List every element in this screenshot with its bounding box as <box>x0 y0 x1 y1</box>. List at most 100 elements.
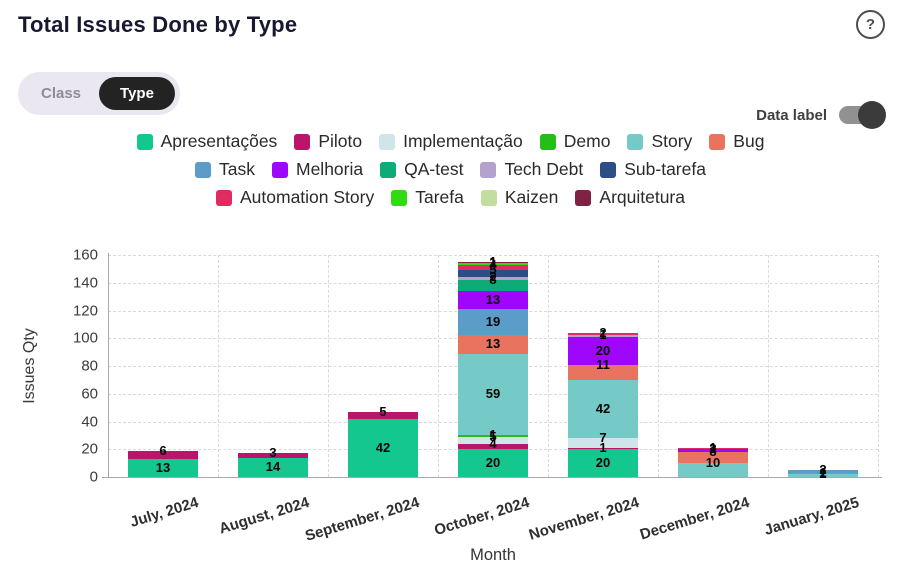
legend-item[interactable]: Story <box>627 131 692 152</box>
bar-segment[interactable] <box>568 336 638 365</box>
y-tick-label: 80 <box>81 357 98 375</box>
bar-segment[interactable] <box>238 453 308 458</box>
x-tick-label: July, 2024 <box>128 494 201 531</box>
y-tick-label: 160 <box>72 246 98 264</box>
legend-item[interactable]: Apresentações <box>136 131 278 152</box>
legend-label: Tarefa <box>415 187 464 207</box>
bar-segment[interactable] <box>348 418 418 477</box>
bar-segment[interactable] <box>568 335 638 337</box>
toggle-option-type[interactable]: Type <box>99 77 175 110</box>
data-label: 59 <box>485 386 501 402</box>
legend-label: Tech Debt <box>504 159 584 179</box>
legend-swatch-icon <box>627 133 644 150</box>
legend-row: Automation Story Tarefa Kaizen Arquitetura <box>0 187 901 208</box>
data-label: 42 <box>595 401 611 416</box>
legend-label: QA-test <box>404 159 464 179</box>
gridline <box>438 255 439 477</box>
bar-segment[interactable] <box>678 463 748 477</box>
y-axis-line <box>108 253 109 477</box>
bar-segment[interactable] <box>788 470 858 473</box>
legend-label: Apresentações <box>160 131 278 151</box>
bar-segment[interactable] <box>568 447 638 450</box>
bar-segment[interactable] <box>348 411 418 419</box>
bar-segment[interactable] <box>568 438 638 448</box>
data-label: 13 <box>485 292 501 308</box>
bar-segment[interactable] <box>568 364 638 380</box>
data-label: 2 <box>819 466 827 482</box>
legend-label: Implementação <box>403 131 523 151</box>
data-label: 7 <box>599 430 607 446</box>
legend-label: Story <box>651 131 693 151</box>
bar-segment[interactable] <box>568 332 638 336</box>
legend-item[interactable]: Tarefa <box>391 187 464 208</box>
x-tick-label: November, 2024 <box>526 494 641 544</box>
data-label-text: Data label <box>756 106 827 124</box>
bar-segment[interactable] <box>788 472 858 475</box>
legend-item[interactable]: QA-test <box>380 159 463 180</box>
y-tick-label: 120 <box>72 302 98 319</box>
x-tick-label: January, 2025 <box>762 494 861 539</box>
bar-segment[interactable] <box>678 452 748 464</box>
bar-segment[interactable] <box>458 277 528 280</box>
legend-item[interactable]: Arquitetura <box>575 187 685 208</box>
bar-segment[interactable] <box>458 353 528 436</box>
data-label: 4 <box>489 435 497 451</box>
legend-swatch-icon <box>272 161 288 178</box>
legend-item[interactable]: Tech Debt <box>480 159 583 180</box>
legend-item[interactable]: Kaizen <box>480 187 559 208</box>
y-tick-label: 60 <box>81 385 98 403</box>
bar-segment[interactable] <box>568 449 638 477</box>
bar-segment[interactable] <box>128 450 198 459</box>
legend-item[interactable]: Piloto <box>294 131 362 152</box>
bar-segment[interactable] <box>458 335 528 354</box>
bar-segment[interactable] <box>678 449 748 453</box>
bar-segment[interactable] <box>458 279 528 292</box>
bar-segment[interactable] <box>458 261 528 264</box>
bar-segment[interactable] <box>458 291 528 310</box>
legend: Apresentações Piloto Implementação Demo Stor… <box>0 131 901 215</box>
legend-row: Apresentações Piloto Implementação Demo Stor… <box>0 131 901 152</box>
legend-swatch-icon <box>379 133 396 150</box>
data-label: 2 <box>709 441 717 457</box>
legend-item[interactable]: Task <box>195 159 255 180</box>
legend-swatch-icon <box>539 133 556 150</box>
bar-segment[interactable] <box>458 435 528 437</box>
legend-item[interactable]: Sub-tarefa <box>600 159 706 180</box>
bar-segment[interactable] <box>458 270 528 278</box>
legend-swatch-icon <box>294 133 311 150</box>
data-label: 13 <box>485 336 501 352</box>
legend-item[interactable]: Demo <box>539 131 610 152</box>
bar-segment[interactable] <box>678 447 748 450</box>
legend-label: Bug <box>733 131 765 151</box>
legend-label: Kaizen <box>504 187 559 207</box>
legend-label: Arquitetura <box>599 187 685 207</box>
data-label: 4 <box>489 256 497 272</box>
help-icon[interactable]: ? <box>856 10 885 39</box>
legend-label: Task <box>219 159 255 179</box>
bar-segment[interactable] <box>458 436 528 444</box>
bar-segment[interactable] <box>458 309 528 336</box>
bar-segment[interactable] <box>458 443 528 450</box>
x-tick-label: September, 2024 <box>302 494 421 545</box>
data-label: 10 <box>705 455 721 471</box>
toggle-option-class[interactable]: Class <box>41 85 82 102</box>
legend-swatch-icon <box>480 189 497 206</box>
data-label-switch[interactable] <box>839 101 886 129</box>
bar-segment[interactable] <box>458 449 528 477</box>
legend-item[interactable]: Automation Story <box>216 187 374 208</box>
data-label: 3 <box>269 445 277 461</box>
bar-segment[interactable] <box>788 474 858 477</box>
bar-segment[interactable] <box>128 458 198 477</box>
bar-segment[interactable] <box>458 263 528 265</box>
legend-item[interactable]: Bug <box>709 131 764 152</box>
legend-item[interactable]: Implementação <box>379 131 523 152</box>
data-label: 1 <box>489 253 497 269</box>
bar-segment[interactable] <box>238 457 308 477</box>
data-label: 2 <box>819 462 827 478</box>
legend-item[interactable]: Melhoria <box>272 159 363 180</box>
bar-segment[interactable] <box>568 379 638 439</box>
x-axis-title: Month <box>470 546 516 564</box>
gridline <box>328 255 329 477</box>
bar-segment[interactable] <box>458 264 528 271</box>
